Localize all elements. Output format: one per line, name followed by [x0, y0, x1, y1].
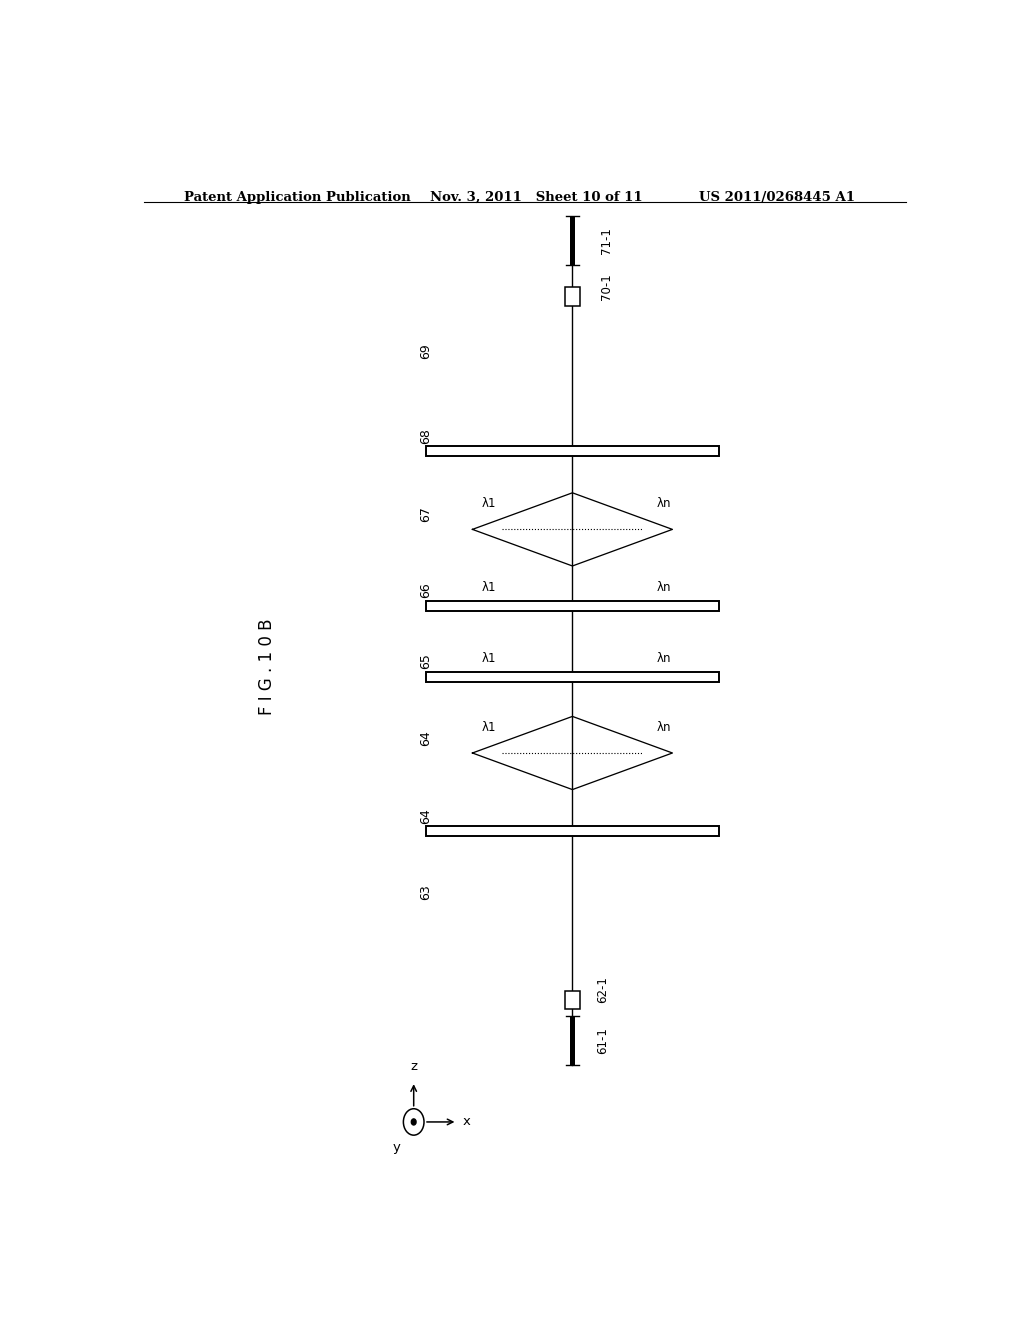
Bar [565, 991, 580, 1008]
Text: 69: 69 [419, 343, 432, 359]
Text: λn: λn [656, 581, 671, 594]
Text: 71-1: 71-1 [600, 227, 613, 255]
Text: 66: 66 [419, 582, 432, 598]
Bar [426, 826, 719, 837]
Text: x: x [463, 1115, 471, 1129]
Text: US 2011/0268445 A1: US 2011/0268445 A1 [699, 191, 855, 203]
Bar [426, 601, 719, 611]
Text: F I G . 1 0 B: F I G . 1 0 B [258, 618, 275, 715]
Text: λn: λn [656, 721, 671, 734]
Text: 64: 64 [419, 730, 432, 746]
Text: λn: λn [656, 498, 671, 511]
Text: Nov. 3, 2011   Sheet 10 of 11: Nov. 3, 2011 Sheet 10 of 11 [430, 191, 642, 203]
Text: 70-1: 70-1 [600, 273, 613, 300]
Text: λ1: λ1 [482, 581, 497, 594]
Text: λ1: λ1 [482, 721, 497, 734]
Text: y: y [392, 1140, 400, 1154]
Text: 65: 65 [419, 653, 432, 669]
Text: 68: 68 [419, 428, 432, 444]
Text: 62-1: 62-1 [596, 977, 609, 1003]
Text: 63: 63 [419, 884, 432, 900]
Text: λ1: λ1 [482, 498, 497, 511]
Text: λn: λn [656, 652, 671, 665]
Bar [426, 446, 719, 457]
Text: 61-1: 61-1 [596, 1027, 609, 1055]
Bar [565, 288, 580, 306]
Text: Patent Application Publication: Patent Application Publication [183, 191, 411, 203]
Bar [426, 672, 719, 682]
Text: λ1: λ1 [482, 652, 497, 665]
Text: z: z [411, 1060, 417, 1073]
Circle shape [412, 1119, 416, 1125]
Text: 64: 64 [419, 808, 432, 824]
Text: 67: 67 [419, 506, 432, 523]
